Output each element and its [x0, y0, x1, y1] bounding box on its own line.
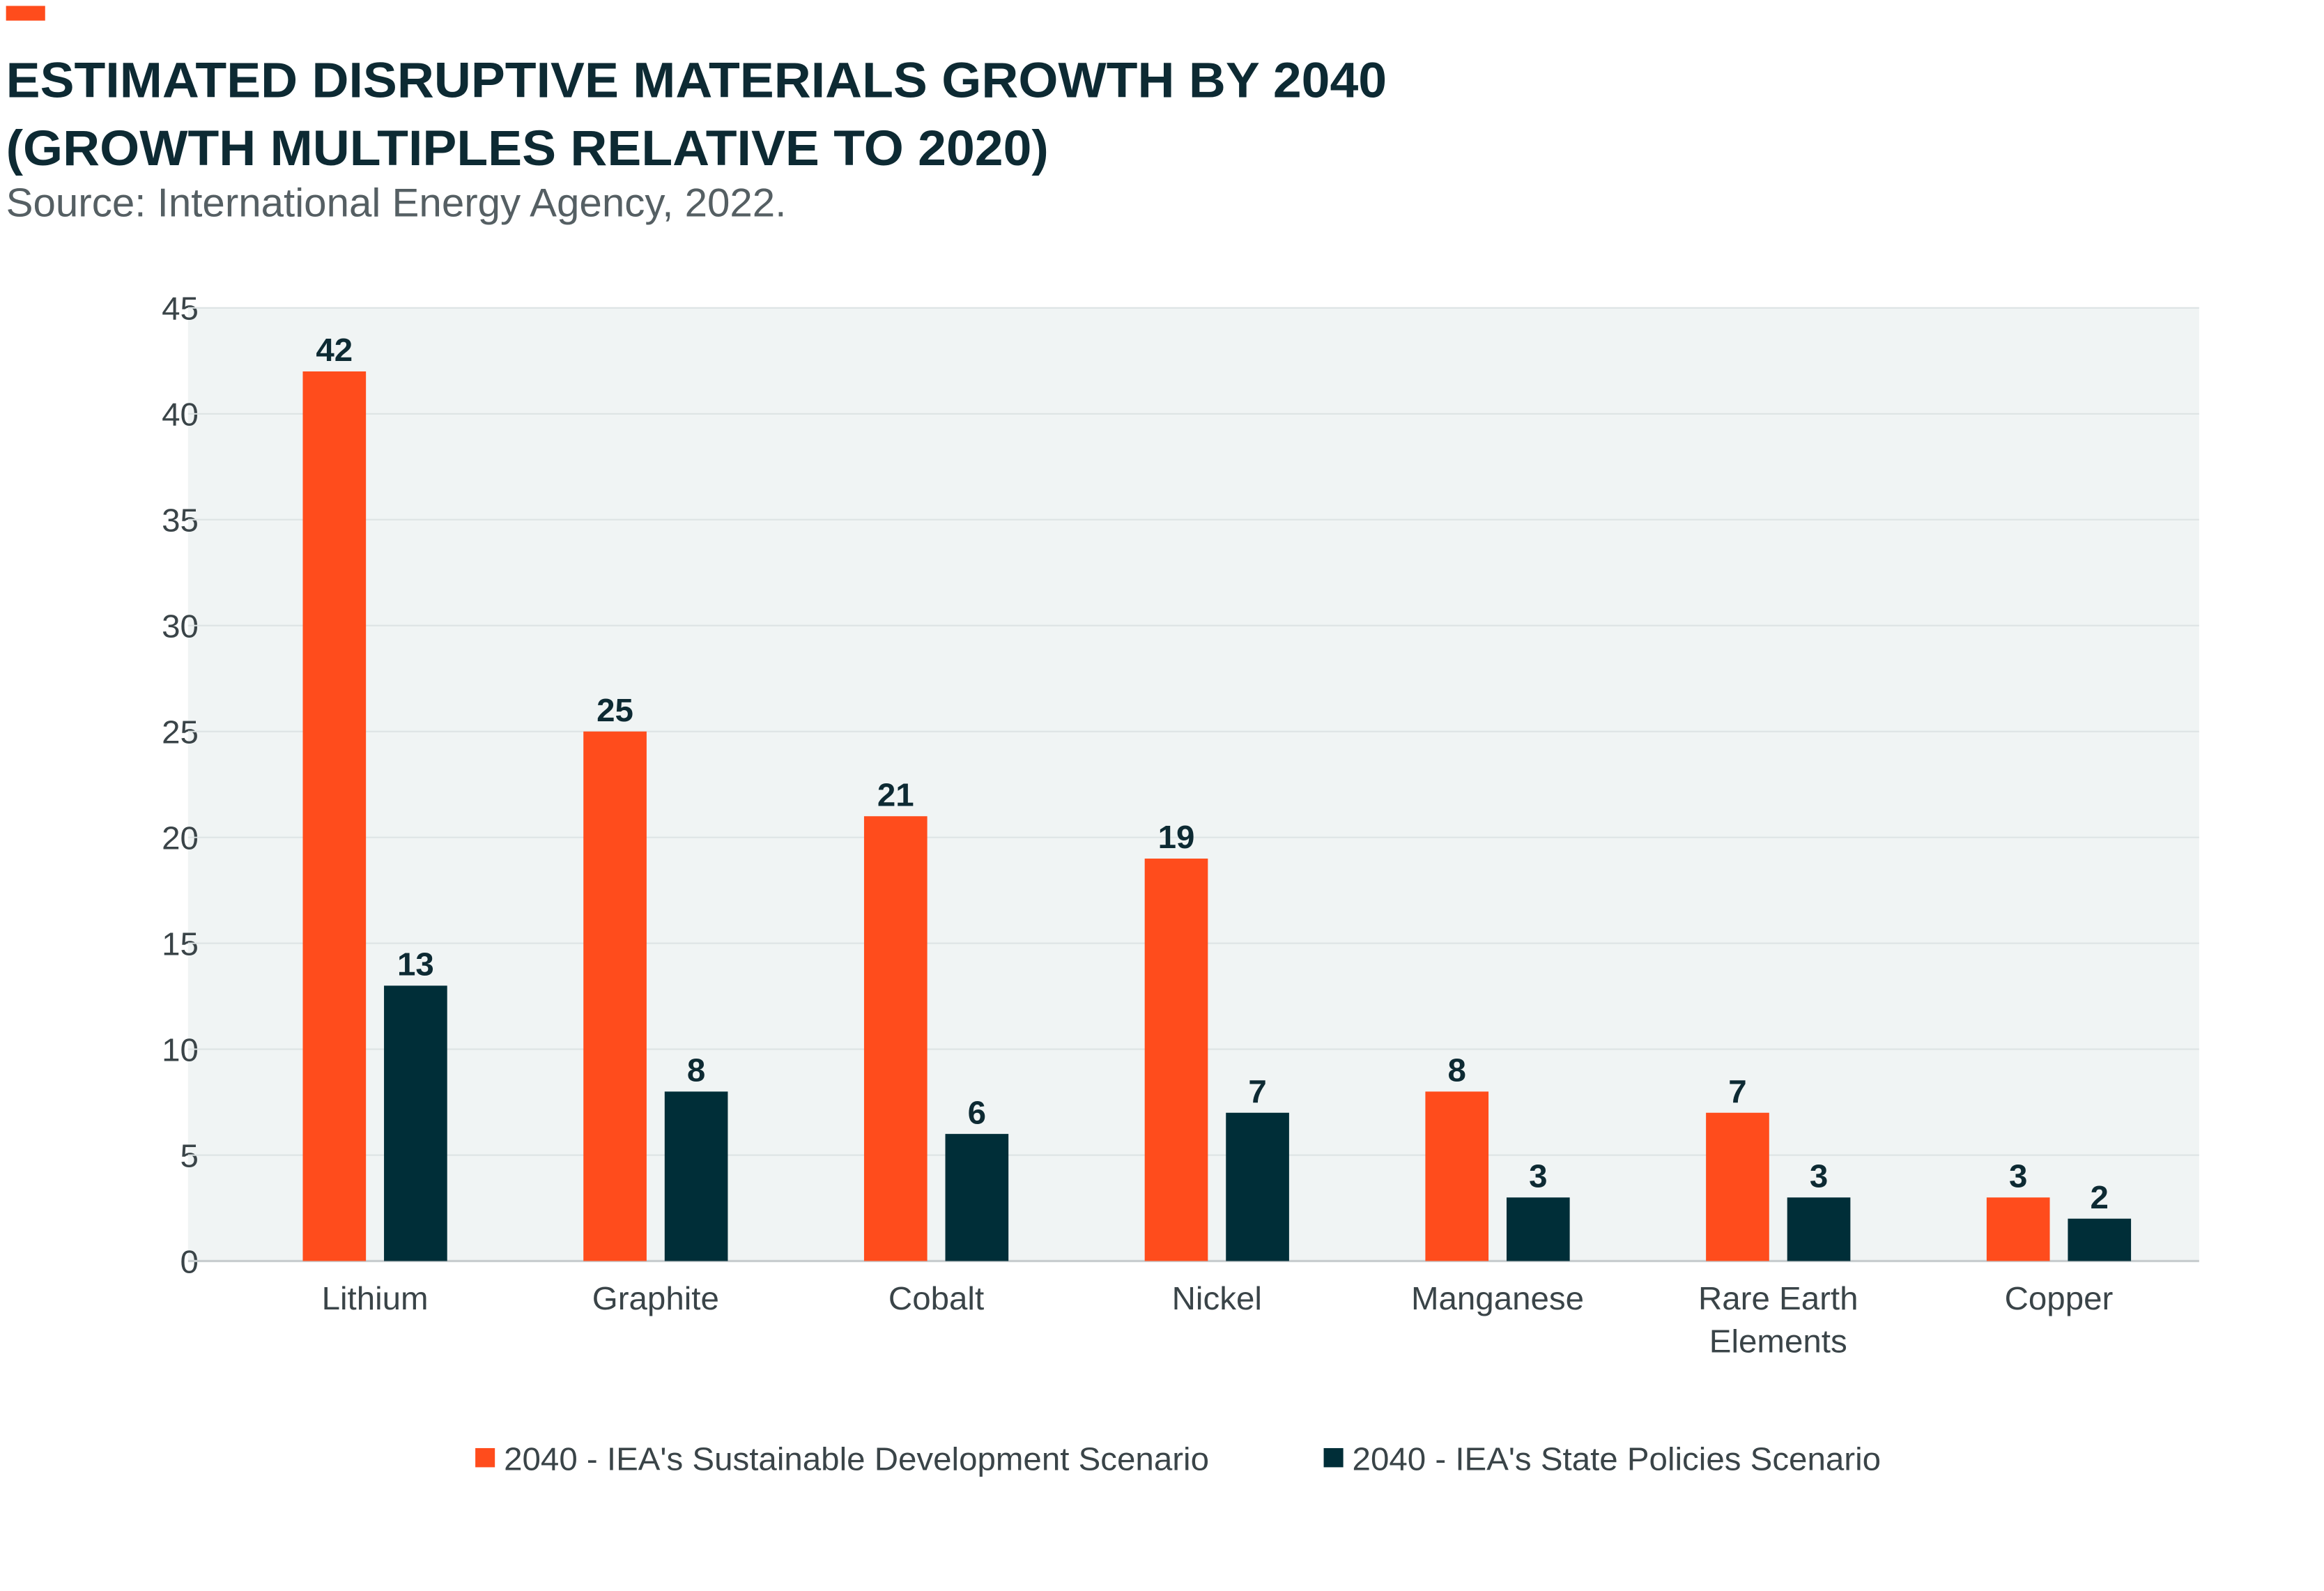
bar: [583, 731, 647, 1261]
chart-title: (GROWTH MULTIPLES RELATIVE TO 2020): [6, 120, 1049, 176]
x-tick-label: Copper: [2005, 1280, 2114, 1316]
bar: [384, 985, 447, 1261]
x-tick-label: Lithium: [322, 1280, 429, 1316]
legend-label: 2040 - IEA's State Policies Scenario: [1353, 1440, 1881, 1477]
legend-swatch: [475, 1447, 495, 1468]
x-tick-label: Rare Earth Elements: [1698, 1280, 1859, 1360]
value-label: 8: [687, 1052, 705, 1088]
bar: [2068, 1218, 2132, 1261]
value-label: 19: [1158, 819, 1195, 855]
value-label: 7: [1248, 1073, 1266, 1109]
bar: [1787, 1197, 1851, 1261]
bar: [1986, 1197, 2050, 1261]
bar: [1706, 1112, 1769, 1261]
legend-swatch: [1323, 1447, 1344, 1468]
bar: [945, 1134, 1009, 1261]
bar: [664, 1091, 728, 1261]
value-label: 3: [1529, 1158, 1547, 1194]
value-label: 21: [877, 776, 914, 813]
bar: [1425, 1091, 1489, 1261]
bar: [863, 816, 928, 1261]
value-label: 7: [1728, 1073, 1746, 1109]
legend-label: 2040 - IEA's Sustainable Development Sce…: [504, 1440, 1209, 1477]
chart-title: ESTIMATED DISRUPTIVE MATERIALS GROWTH BY…: [6, 52, 1387, 108]
value-label: 2: [2091, 1178, 2109, 1215]
value-label: 6: [968, 1094, 986, 1130]
accent-bar: [6, 6, 45, 21]
bar: [1144, 859, 1208, 1261]
bar: [302, 371, 367, 1261]
value-label: 3: [1810, 1158, 1828, 1194]
x-tick-label: Nickel: [1172, 1280, 1262, 1316]
bar: [1506, 1197, 1570, 1261]
value-label: 3: [2009, 1158, 2027, 1194]
x-tick-label: Manganese: [1411, 1280, 1584, 1316]
value-label: 25: [597, 691, 633, 728]
value-label: 13: [397, 946, 434, 982]
bar: [1226, 1112, 1289, 1261]
value-label: 42: [316, 332, 353, 368]
x-tick-label: Graphite: [592, 1280, 719, 1316]
x-tick-label: Cobalt: [888, 1280, 984, 1316]
chart-subtitle: Source: International Energy Agency, 202…: [6, 181, 787, 225]
value-label: 8: [1448, 1052, 1466, 1088]
